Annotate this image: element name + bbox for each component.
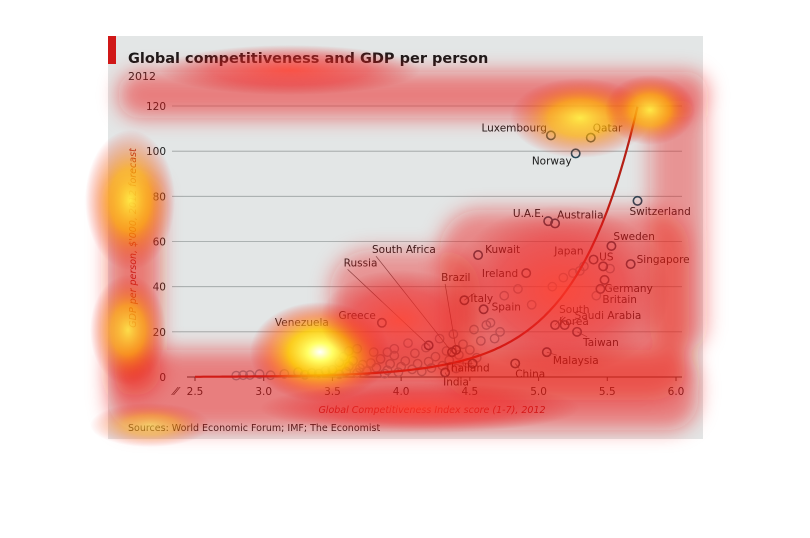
y-tick-label: 100 xyxy=(146,146,166,158)
point-label: Japan xyxy=(553,246,583,258)
point-label: US xyxy=(599,251,614,263)
y-tick-label: 0 xyxy=(159,372,166,384)
point-label: Spain xyxy=(492,301,521,313)
chart-title: Global competitiveness and GDP per perso… xyxy=(128,51,488,67)
point-label: Switzerland xyxy=(630,206,691,218)
point-label: Thailand xyxy=(444,362,490,374)
point-label: Luxembourg xyxy=(481,122,546,134)
point-label: China xyxy=(515,368,545,380)
point-label: Ireland xyxy=(482,268,518,280)
point-label: Brazil xyxy=(441,272,470,284)
source-note: Sources: World Economic Forum; IMF; The … xyxy=(128,423,380,434)
y-tick-label: 40 xyxy=(153,282,166,294)
point-label: Britain xyxy=(602,294,637,306)
y-tick-label: 20 xyxy=(153,327,166,339)
point-label: Qatar xyxy=(593,123,623,135)
chart-subtitle: 2012 xyxy=(128,70,156,83)
point-label: U.A.E. xyxy=(513,208,544,220)
point-label: Sweden xyxy=(613,231,655,243)
point-label: Norway xyxy=(532,155,572,167)
y-tick-label: 120 xyxy=(146,101,166,113)
point-label: Singapore xyxy=(637,254,690,266)
point-label: Venezuela xyxy=(275,317,329,329)
x-tick-label: 5.0 xyxy=(530,386,547,398)
x-tick-label: 3.5 xyxy=(324,386,341,398)
title-accent-bar xyxy=(108,36,116,64)
point-label: Australia xyxy=(557,209,603,221)
x-tick-label: 4.0 xyxy=(393,386,410,398)
point-label: Italy xyxy=(470,293,493,305)
y-tick-label: 80 xyxy=(153,191,166,203)
y-tick-label: 60 xyxy=(153,237,166,249)
point-label: Malaysia xyxy=(553,355,599,367)
point-label: Saudi Arabia xyxy=(575,310,642,322)
point-label: Taiwan xyxy=(582,337,619,349)
point-label: Russia xyxy=(344,257,378,269)
x-tick-label: 2.5 xyxy=(187,386,204,398)
x-tick-label: 5.5 xyxy=(599,386,616,398)
point-label: India xyxy=(443,376,469,388)
x-axis-label: Global Competitiveness Index score (1-7)… xyxy=(318,405,545,416)
point-label: Greece xyxy=(339,310,376,322)
point-label: South Africa xyxy=(372,244,436,256)
point-label: Kuwait xyxy=(485,244,520,256)
x-tick-label: 6.0 xyxy=(668,386,685,398)
y-axis-label: GDP per person, $'000, 2012 forecast xyxy=(128,147,139,328)
x-tick-label: 3.0 xyxy=(255,386,272,398)
